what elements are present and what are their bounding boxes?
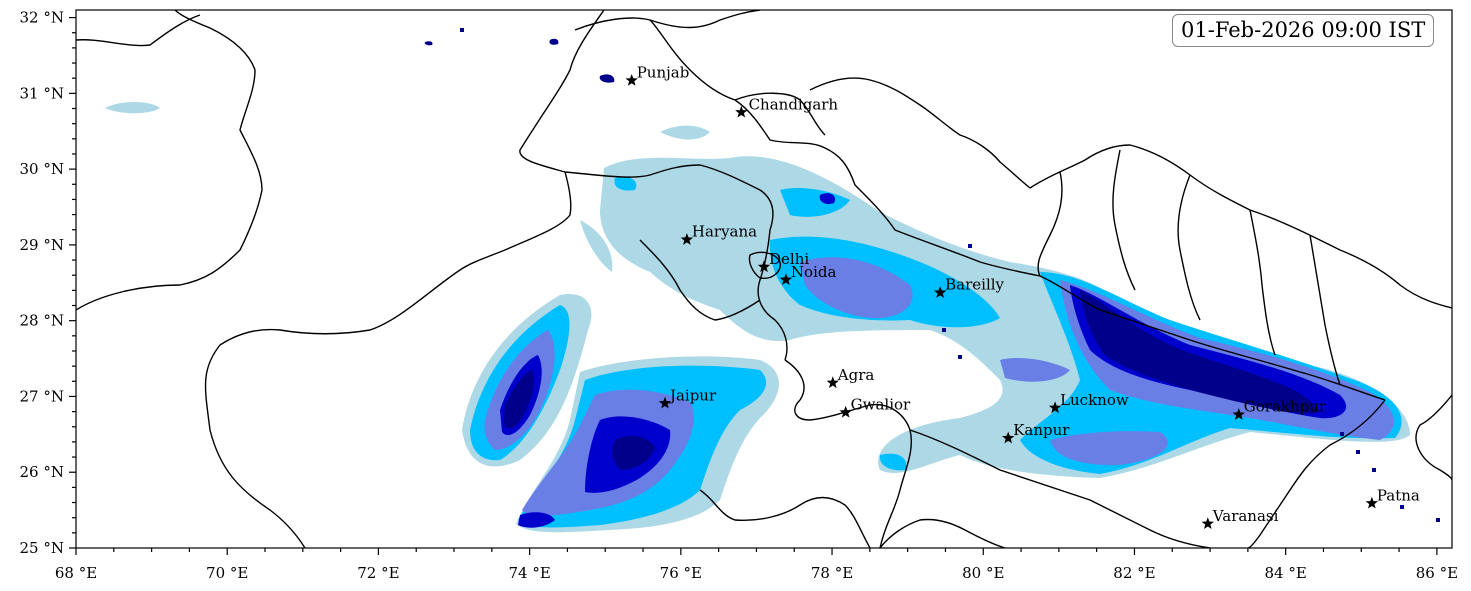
- city-marker: Jaipur: [658, 386, 717, 409]
- x-tick-label: 76 °E: [660, 564, 702, 582]
- state-boundary-nepal-internal-4: [1249, 209, 1276, 356]
- star-icon: [735, 105, 748, 118]
- y-tick-label: 30 °N: [20, 160, 64, 178]
- timestamp-label: 01-Feb-2026 09:00 IST: [1172, 14, 1435, 47]
- x-tick-label: 72 °E: [357, 564, 399, 582]
- star-icon: [826, 376, 839, 389]
- city-label: Kanpur: [1013, 421, 1070, 439]
- star-icon: [1201, 517, 1214, 530]
- state-boundary-uttarakhand: [809, 77, 1031, 189]
- star-icon: [680, 233, 694, 245]
- state-boundary-nepal-internal-1: [1037, 171, 1063, 277]
- city-marker: Varanasi: [1201, 507, 1279, 530]
- y-axis: 25 °N 26 °N 27 °N 28 °N 29 °N 30 °N 31 °N 32 °N: [20, 9, 76, 557]
- x-tick-label: 74 °E: [508, 564, 550, 582]
- star-icon: [933, 286, 947, 298]
- city-marker: Haryana: [680, 223, 757, 245]
- city-label: Punjab: [637, 63, 690, 81]
- city-marker: Agra: [826, 366, 875, 389]
- y-tick-label: 29 °N: [20, 236, 64, 254]
- international-boundary-west: [204, 10, 605, 548]
- city-marker: Bareilly: [933, 276, 1005, 298]
- star-icon: [658, 396, 672, 409]
- state-boundary-nepal-internal-3: [1177, 174, 1201, 321]
- city-label: Agra: [837, 366, 875, 384]
- city-label: Gorakhpur: [1244, 398, 1327, 416]
- international-boundary-nw: [76, 14, 201, 47]
- precip-level-1: [105, 102, 1410, 533]
- city-label: Patna: [1377, 486, 1420, 504]
- x-axis: 68 °E 70 °E 72 °E 74 °E 76 °E 78 °E 80 °E 82 °E…: [55, 548, 1458, 582]
- star-icon: [1232, 408, 1245, 420]
- city-label: Jaipur: [668, 386, 717, 404]
- state-boundary-sw: [879, 518, 1006, 548]
- state-boundary-up-bihar: [1247, 399, 1386, 548]
- x-tick-label: 84 °E: [1265, 564, 1307, 582]
- state-boundary-rajasthan-mp: [784, 359, 912, 548]
- x-tick-label: 68 °E: [55, 564, 97, 582]
- y-tick-label: 32 °N: [20, 9, 64, 27]
- city-label: Chandigarh: [749, 95, 839, 113]
- star-icon: [1002, 431, 1015, 444]
- star-icon: [779, 273, 793, 286]
- star-icon: [757, 260, 771, 273]
- precip-level-5: [424, 28, 1440, 522]
- city-label: Noida: [791, 263, 837, 281]
- state-boundary-north-2: [649, 10, 761, 29]
- y-tick-label: 28 °N: [20, 312, 64, 330]
- state-boundary-up-mp: [909, 429, 1211, 548]
- x-tick-label: 70 °E: [206, 564, 248, 582]
- city-marker: Patna: [1365, 486, 1420, 509]
- x-tick-label: 80 °E: [962, 564, 1004, 582]
- city-marker: Punjab: [625, 63, 690, 86]
- state-boundary-haryana-rajasthan: [639, 239, 761, 321]
- state-boundary-rajasthan-south: [699, 489, 871, 548]
- city-label: Lucknow: [1060, 391, 1129, 409]
- state-boundary-himachal: [734, 92, 826, 136]
- star-icon: [625, 73, 638, 86]
- x-tick-label: 78 °E: [811, 564, 853, 582]
- y-tick-label: 27 °N: [20, 387, 64, 405]
- state-boundary-delhi: [748, 251, 781, 279]
- x-tick-label: 86 °E: [1416, 564, 1458, 582]
- city-marker: Chandigarh: [735, 95, 839, 118]
- city-marker: Lucknow: [1048, 391, 1129, 414]
- state-boundary-nepal-internal-2: [1112, 149, 1136, 291]
- y-tick-label: 25 °N: [20, 539, 64, 557]
- city-marker: Delhi: [757, 250, 809, 273]
- state-boundary-nepal-top: [1029, 144, 1452, 309]
- city-marker: Kanpur: [1002, 421, 1070, 444]
- city-marker: Gorakhpur: [1232, 398, 1327, 420]
- city-label: Delhi: [769, 250, 809, 268]
- precipitation-layer: [105, 28, 1440, 533]
- y-tick-label: 26 °N: [20, 463, 64, 481]
- city-marker: Gwalior: [839, 395, 911, 418]
- plot-frame: [75, 9, 1453, 549]
- state-boundary-north: [574, 17, 1386, 401]
- x-tick-label: 82 °E: [1113, 564, 1155, 582]
- city-label: Bareilly: [945, 276, 1004, 294]
- city-label: Gwalior: [851, 395, 911, 413]
- y-tick-label: 31 °N: [20, 84, 64, 102]
- state-boundary-nepal-internal-5: [1309, 234, 1341, 386]
- star-icon: [1365, 496, 1379, 509]
- star-icon: [1048, 401, 1062, 414]
- star-icon: [839, 405, 852, 418]
- city-label: Varanasi: [1212, 507, 1279, 525]
- boundaries-layer: [76, 10, 1452, 548]
- city-label: Haryana: [692, 223, 757, 241]
- city-marker: Noida: [779, 263, 837, 286]
- state-boundary-bihar-east: [1415, 394, 1452, 481]
- state-boundary-punjab-haryana: [564, 164, 788, 361]
- international-boundary-far-west: [76, 10, 263, 311]
